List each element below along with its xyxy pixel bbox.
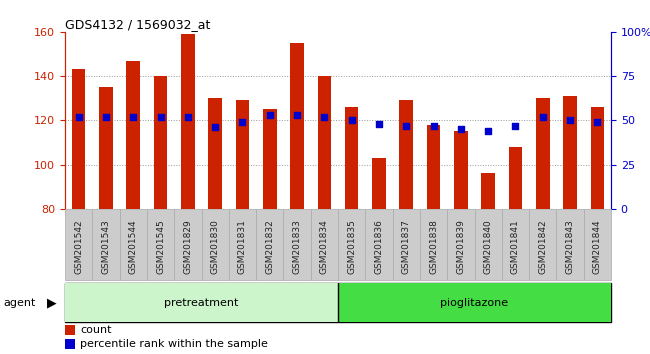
Bar (126, 61, 140, 209)
Point (210, 125, 220, 130)
Text: GSM201833: GSM201833 (292, 219, 302, 274)
Text: pretreatment: pretreatment (164, 298, 239, 308)
Bar (263, 109, 277, 209)
Text: pioglitazone: pioglitazone (441, 298, 508, 308)
Text: GSM201831: GSM201831 (238, 219, 247, 274)
Bar (345, 107, 359, 209)
Bar (65, 283, 338, 322)
Bar (590, 107, 604, 209)
Point (319, 114, 330, 120)
Bar (72, 69, 86, 209)
Point (483, 128, 493, 134)
FancyBboxPatch shape (474, 209, 502, 280)
Text: GSM201837: GSM201837 (402, 219, 411, 274)
Text: GSM201844: GSM201844 (593, 219, 602, 274)
Bar (317, 76, 331, 209)
Point (346, 118, 357, 123)
Text: GSM201830: GSM201830 (211, 219, 220, 274)
Point (155, 114, 166, 120)
Text: GSM201835: GSM201835 (347, 219, 356, 274)
Point (565, 118, 575, 123)
Bar (400, 101, 413, 209)
Point (292, 112, 302, 118)
Text: GSM201832: GSM201832 (265, 219, 274, 274)
Text: agent: agent (3, 298, 36, 308)
Text: GSM201840: GSM201840 (484, 219, 493, 274)
FancyBboxPatch shape (147, 209, 174, 280)
FancyBboxPatch shape (229, 209, 256, 280)
Point (101, 114, 111, 120)
Text: GSM201543: GSM201543 (101, 219, 111, 274)
Text: GDS4132 / 1569032_at: GDS4132 / 1569032_at (65, 18, 211, 31)
FancyBboxPatch shape (529, 209, 556, 280)
Point (401, 123, 411, 129)
Text: ▶: ▶ (47, 296, 57, 309)
FancyBboxPatch shape (420, 209, 447, 280)
FancyBboxPatch shape (393, 209, 420, 280)
FancyBboxPatch shape (174, 209, 202, 280)
Bar (338, 283, 611, 322)
Text: GSM201839: GSM201839 (456, 219, 465, 274)
Bar (235, 101, 250, 209)
Text: GSM201836: GSM201836 (374, 219, 384, 274)
Bar (372, 158, 385, 209)
Bar (536, 98, 550, 209)
Bar (99, 87, 113, 209)
Bar (181, 34, 195, 209)
Point (538, 114, 548, 120)
Text: GSM201842: GSM201842 (538, 219, 547, 274)
FancyBboxPatch shape (338, 209, 365, 280)
Text: count: count (81, 325, 112, 335)
Text: GSM201542: GSM201542 (74, 219, 83, 274)
Text: GSM201545: GSM201545 (156, 219, 165, 274)
Point (592, 119, 603, 125)
FancyBboxPatch shape (92, 209, 120, 280)
Bar (508, 147, 523, 209)
Text: GSM201834: GSM201834 (320, 219, 329, 274)
FancyBboxPatch shape (202, 209, 229, 280)
Text: GSM201838: GSM201838 (429, 219, 438, 274)
FancyBboxPatch shape (502, 209, 529, 280)
Text: percentile rank within the sample: percentile rank within the sample (81, 339, 268, 349)
Point (456, 126, 466, 132)
Point (73, 114, 84, 120)
Bar (290, 43, 304, 209)
Bar (454, 131, 467, 209)
Text: GSM201841: GSM201841 (511, 219, 520, 274)
FancyBboxPatch shape (120, 209, 147, 280)
Point (128, 114, 138, 120)
Bar (65, 325, 75, 335)
FancyBboxPatch shape (365, 209, 393, 280)
Bar (208, 98, 222, 209)
FancyBboxPatch shape (65, 209, 92, 280)
Bar (65, 339, 75, 349)
Point (428, 123, 439, 129)
Text: GSM201829: GSM201829 (183, 219, 192, 274)
Bar (563, 96, 577, 209)
Point (510, 123, 521, 129)
FancyBboxPatch shape (256, 209, 283, 280)
FancyBboxPatch shape (556, 209, 584, 280)
Bar (427, 125, 441, 209)
Bar (154, 76, 168, 209)
FancyBboxPatch shape (584, 209, 611, 280)
FancyBboxPatch shape (311, 209, 338, 280)
FancyBboxPatch shape (283, 209, 311, 280)
Text: GSM201544: GSM201544 (129, 219, 138, 274)
Point (237, 119, 248, 125)
FancyBboxPatch shape (447, 209, 474, 280)
Point (265, 112, 275, 118)
Text: GSM201843: GSM201843 (566, 219, 575, 274)
Bar (481, 173, 495, 209)
Point (183, 114, 193, 120)
Point (374, 121, 384, 127)
